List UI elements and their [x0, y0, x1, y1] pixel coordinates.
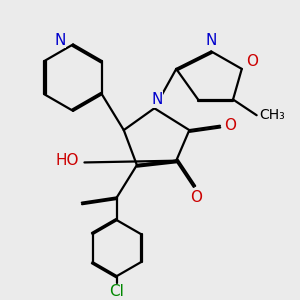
Text: O: O: [246, 54, 258, 69]
Text: O: O: [224, 118, 236, 133]
Text: N: N: [206, 33, 217, 48]
Text: N: N: [151, 92, 163, 107]
Text: HO: HO: [55, 153, 79, 168]
Text: CH₃: CH₃: [260, 108, 285, 122]
Text: N: N: [54, 33, 66, 48]
Text: O: O: [190, 190, 202, 205]
Text: Cl: Cl: [109, 284, 124, 299]
